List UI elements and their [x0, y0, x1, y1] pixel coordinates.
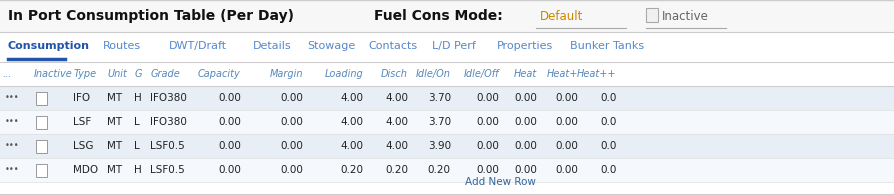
Text: Default: Default	[540, 10, 584, 22]
Text: LSF: LSF	[73, 117, 91, 127]
Text: Unit: Unit	[107, 69, 127, 79]
Text: Details: Details	[253, 41, 291, 51]
Text: ...: ...	[3, 69, 12, 79]
Text: 0.0: 0.0	[600, 93, 617, 103]
Text: L: L	[134, 117, 139, 127]
Text: IFO380: IFO380	[150, 117, 187, 127]
Text: Type: Type	[73, 69, 97, 79]
Text: G: G	[134, 69, 141, 79]
Text: Stowage: Stowage	[307, 41, 355, 51]
Text: 0.0: 0.0	[600, 117, 617, 127]
Text: Loading: Loading	[325, 69, 363, 79]
Text: MT: MT	[107, 141, 122, 151]
Text: H: H	[134, 165, 142, 175]
Bar	[0, 110, 894, 134]
Text: Heat: Heat	[514, 69, 537, 79]
Text: 0.00: 0.00	[218, 165, 240, 175]
Text: L: L	[134, 141, 139, 151]
Text: 0.00: 0.00	[477, 93, 499, 103]
Bar	[646, 8, 658, 22]
Text: 4.00: 4.00	[385, 117, 408, 127]
Text: Inactive: Inactive	[662, 10, 709, 22]
Bar	[0, 32, 894, 62]
Text: •••: •••	[4, 93, 20, 103]
Text: 0.00: 0.00	[281, 93, 303, 103]
Text: Add New Row: Add New Row	[465, 177, 536, 187]
Text: 0.0: 0.0	[600, 141, 617, 151]
Bar	[0, 134, 894, 158]
Text: 0.00: 0.00	[514, 117, 537, 127]
Text: 4.00: 4.00	[341, 93, 363, 103]
Text: L/D Perf: L/D Perf	[432, 41, 476, 51]
Text: 4.00: 4.00	[341, 141, 363, 151]
Text: 0.00: 0.00	[555, 93, 578, 103]
Text: IFO380: IFO380	[150, 93, 187, 103]
Text: 0.00: 0.00	[218, 141, 240, 151]
Text: Properties: Properties	[497, 41, 553, 51]
Text: 0.00: 0.00	[281, 165, 303, 175]
Text: Consumption: Consumption	[8, 41, 90, 51]
Text: Fuel Cons Mode:: Fuel Cons Mode:	[374, 9, 502, 23]
Text: 0.00: 0.00	[218, 93, 240, 103]
Bar	[0, 62, 894, 86]
Bar	[0, 0, 894, 32]
Text: LSG: LSG	[73, 141, 94, 151]
Text: H: H	[134, 93, 142, 103]
Text: 0.00: 0.00	[477, 117, 499, 127]
Text: Idle/On: Idle/On	[416, 69, 451, 79]
Text: 0.20: 0.20	[341, 165, 363, 175]
Text: 0.00: 0.00	[281, 141, 303, 151]
Text: 3.70: 3.70	[427, 93, 451, 103]
Text: Grade: Grade	[150, 69, 180, 79]
Text: MDO: MDO	[73, 165, 98, 175]
Text: 3.90: 3.90	[427, 141, 451, 151]
Text: LSF0.5: LSF0.5	[150, 141, 185, 151]
Text: 0.00: 0.00	[477, 165, 499, 175]
Text: •••: •••	[4, 166, 20, 175]
Text: 0.00: 0.00	[477, 141, 499, 151]
Text: •••: •••	[4, 118, 20, 127]
Text: Routes: Routes	[103, 41, 141, 51]
Text: In Port Consumption Table (Per Day): In Port Consumption Table (Per Day)	[8, 9, 294, 23]
Text: 0.00: 0.00	[218, 117, 240, 127]
Bar	[36, 139, 47, 152]
Text: •••: •••	[4, 142, 20, 151]
Text: 0.00: 0.00	[281, 117, 303, 127]
Text: Capacity: Capacity	[198, 69, 240, 79]
Text: Inactive: Inactive	[34, 69, 72, 79]
Text: 0.20: 0.20	[428, 165, 451, 175]
Text: 0.00: 0.00	[555, 165, 578, 175]
Text: 0.00: 0.00	[514, 141, 537, 151]
Text: 4.00: 4.00	[385, 141, 408, 151]
Text: IFO: IFO	[73, 93, 90, 103]
Text: 4.00: 4.00	[341, 117, 363, 127]
Text: Disch: Disch	[381, 69, 408, 79]
Bar	[36, 163, 47, 176]
Text: DWT/Draft: DWT/Draft	[169, 41, 227, 51]
Text: Bunker Tanks: Bunker Tanks	[570, 41, 644, 51]
Text: Heat++: Heat++	[577, 69, 617, 79]
Text: 0.00: 0.00	[514, 93, 537, 103]
Text: Margin: Margin	[270, 69, 303, 79]
Text: 3.70: 3.70	[427, 117, 451, 127]
Text: Contacts: Contacts	[368, 41, 417, 51]
Bar	[36, 115, 47, 129]
Text: Idle/Off: Idle/Off	[464, 69, 499, 79]
Bar	[0, 86, 894, 110]
Text: 0.20: 0.20	[385, 165, 408, 175]
Text: 0.00: 0.00	[514, 165, 537, 175]
Text: LSF0.5: LSF0.5	[150, 165, 185, 175]
Bar	[36, 91, 47, 105]
Text: Heat+: Heat+	[547, 69, 578, 79]
Bar	[0, 158, 894, 182]
Text: 0.0: 0.0	[600, 165, 617, 175]
Text: 4.00: 4.00	[385, 93, 408, 103]
Text: 0.00: 0.00	[555, 117, 578, 127]
Text: MT: MT	[107, 165, 122, 175]
Text: MT: MT	[107, 93, 122, 103]
Text: 0.00: 0.00	[555, 141, 578, 151]
Text: MT: MT	[107, 117, 122, 127]
